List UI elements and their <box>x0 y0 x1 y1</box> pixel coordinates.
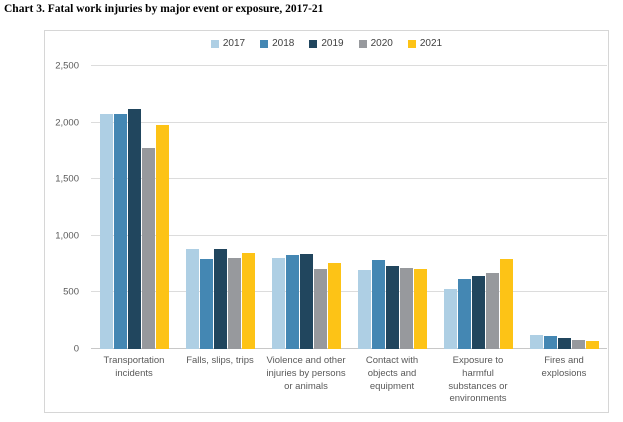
x-axis-category-label: Violence and other injuries by persons o… <box>266 355 346 392</box>
x-axis-line <box>91 348 607 349</box>
legend-label: 2017 <box>222 38 246 49</box>
legend-label: 2018 <box>272 38 295 49</box>
x-axis-category-label: Fires and explosions <box>541 355 587 379</box>
bar-2021 <box>585 340 599 349</box>
legend-swatch <box>407 39 416 48</box>
bar-2021 <box>155 124 169 349</box>
chart-plot-container: 2017 2018 2019 2020 2021 0 500 1,000 1,500 2,000… <box>44 30 609 413</box>
x-axis-category-label: Exposure to harmful substances or enviro… <box>448 355 508 405</box>
gridline <box>91 234 607 236</box>
bar-2021 <box>413 269 427 349</box>
gridline <box>91 178 607 180</box>
bar-2018 <box>285 255 299 349</box>
bar-2021 <box>499 258 513 349</box>
bar-group <box>521 66 607 349</box>
gridline <box>91 65 607 66</box>
bar-2017 <box>443 288 457 349</box>
bar-2018 <box>543 335 557 349</box>
legend-item-2018: 2018 <box>260 38 294 49</box>
bar-2018 <box>199 259 213 349</box>
plot-area <box>91 65 607 349</box>
y-axis: 0 500 1,000 1,500 2,000 2,500 <box>45 61 85 355</box>
bar-group <box>263 66 349 349</box>
bar-groups <box>91 66 607 349</box>
bar-2020 <box>399 267 413 349</box>
y-axis-tick-label: 1,500 <box>55 173 79 185</box>
y-axis-tick-label: 0 <box>73 343 79 355</box>
x-axis-category-label: Transportation incidents <box>103 355 165 379</box>
bar-2017 <box>357 270 371 349</box>
x-axis: Transportation incidents Falls, slips, tr… <box>91 355 607 406</box>
bar-2020 <box>313 269 327 349</box>
bar-2019 <box>299 253 313 349</box>
bar-2020 <box>227 257 241 349</box>
legend: 2017 2018 2019 2020 2021 <box>45 38 608 49</box>
bar-2020 <box>485 272 499 349</box>
legend-label: 2020 <box>370 38 393 49</box>
bar-group <box>91 66 177 349</box>
y-axis-tick-label: 2,500 <box>55 60 79 72</box>
gridline <box>91 121 607 123</box>
bar-2020 <box>571 339 585 349</box>
legend-swatch <box>210 39 219 48</box>
y-axis-tick-label: 500 <box>63 286 79 298</box>
bar-2018 <box>457 278 471 349</box>
bar-2019 <box>557 337 571 349</box>
legend-swatch <box>260 39 269 48</box>
x-axis-category-label: Falls, slips, trips <box>186 355 254 366</box>
bar-2021 <box>327 262 341 349</box>
bar-2020 <box>141 147 155 349</box>
chart-title: Chart 3. Fatal work injuries by major ev… <box>4 3 324 15</box>
bar-2018 <box>371 260 385 349</box>
legend-swatch <box>309 39 318 48</box>
bar-2019 <box>385 266 399 349</box>
y-axis-tick-label: 2,000 <box>55 117 79 129</box>
bar-2017 <box>185 248 199 349</box>
legend-item-2017: 2017 <box>210 38 246 49</box>
legend-label: 2019 <box>321 38 344 49</box>
bar-2017 <box>99 113 113 349</box>
legend-item-2019: 2019 <box>309 38 344 49</box>
bar-2018 <box>113 113 127 349</box>
legend-label: 2021 <box>419 38 443 49</box>
x-axis-category-label: Contact with objects and equipment <box>365 355 419 392</box>
bar-group <box>349 66 435 349</box>
bar-group <box>435 66 521 349</box>
gridline <box>91 291 607 293</box>
bar-2019 <box>127 108 141 349</box>
bar-group <box>177 66 263 349</box>
legend-item-2021: 2021 <box>407 38 443 49</box>
bar-2019 <box>213 249 227 349</box>
bar-2019 <box>471 276 485 349</box>
bar-2021 <box>241 252 255 349</box>
bar-2017 <box>271 257 285 349</box>
legend-item-2020: 2020 <box>358 38 393 49</box>
bar-2017 <box>529 335 543 349</box>
y-axis-tick-label: 1,000 <box>55 230 79 242</box>
legend-swatch <box>358 39 367 48</box>
